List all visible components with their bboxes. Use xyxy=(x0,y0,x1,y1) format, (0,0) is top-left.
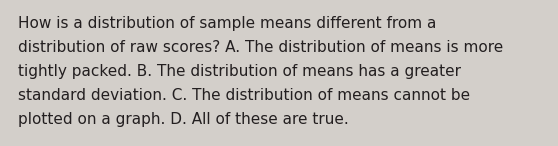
Text: tightly packed. B. The distribution of means has a greater: tightly packed. B. The distribution of m… xyxy=(18,64,461,79)
Text: plotted on a graph. D. All of these are true.: plotted on a graph. D. All of these are … xyxy=(18,112,349,127)
Text: How is a distribution of sample means different from a: How is a distribution of sample means di… xyxy=(18,16,436,31)
Text: standard deviation. C. The distribution of means cannot be: standard deviation. C. The distribution … xyxy=(18,88,470,103)
Text: distribution of raw scores? A. The distribution of means is more: distribution of raw scores? A. The distr… xyxy=(18,40,503,55)
